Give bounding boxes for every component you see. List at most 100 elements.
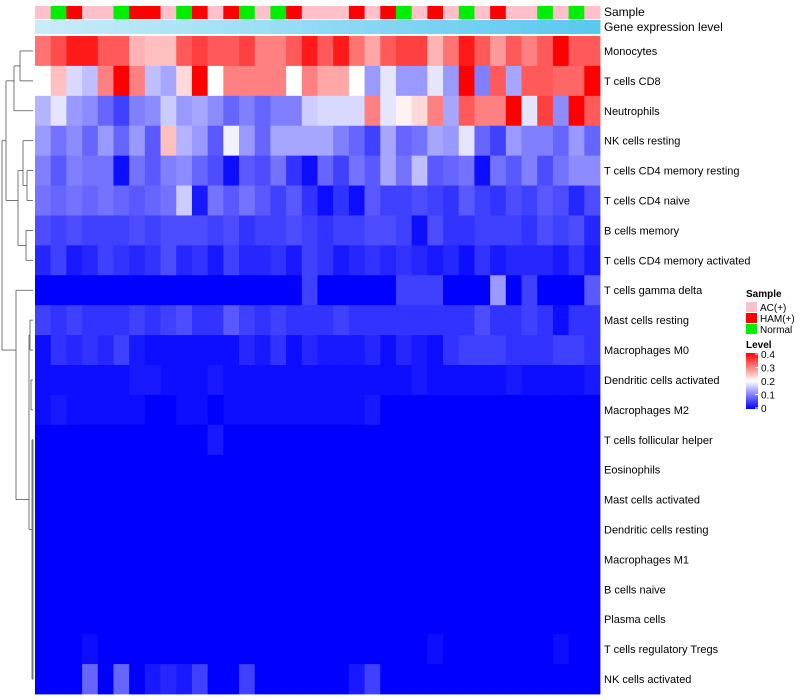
heatmap-cell <box>144 305 161 336</box>
heatmap-cell <box>239 155 256 186</box>
heatmap-cell <box>364 125 381 157</box>
heatmap-cell <box>270 544 287 575</box>
heatmap-cell <box>35 544 52 575</box>
sample-annotation-cell <box>129 6 146 19</box>
heatmap-cell <box>239 514 256 545</box>
heatmap-cell <box>474 305 491 336</box>
sample-legend-swatch <box>746 313 757 323</box>
heatmap-cell <box>270 365 287 396</box>
heatmap-cell <box>301 335 318 366</box>
heatmap-cell <box>82 424 99 456</box>
heatmap-cell <box>443 544 460 575</box>
heatmap-cell <box>490 634 507 665</box>
heatmap-cell <box>380 365 397 396</box>
heatmap-cell <box>395 634 413 665</box>
heatmap-cell <box>129 365 146 396</box>
heatmap-cell <box>395 65 413 97</box>
heatmap-cell <box>239 215 256 246</box>
sample-legend-label: HAM(+) <box>760 314 795 325</box>
heatmap-cell <box>286 574 303 605</box>
heatmap-cell <box>537 215 554 246</box>
heatmap-cell <box>66 215 83 246</box>
heatmap-cell <box>191 335 209 366</box>
heatmap-cell <box>348 604 365 635</box>
heatmap-cell <box>50 335 67 366</box>
heatmap-cell <box>380 514 397 545</box>
heatmap-cell <box>82 544 99 575</box>
heatmap-cell <box>568 335 585 366</box>
heatmap-cell <box>443 484 460 515</box>
heatmap-cell <box>348 185 365 216</box>
heatmap-cell <box>286 245 303 276</box>
sample-annotation-cell <box>191 6 209 19</box>
heatmap-cell <box>82 365 99 396</box>
heatmap-cell <box>286 36 303 67</box>
expression-annotation-cell <box>317 20 334 34</box>
heatmap-cell <box>239 95 256 127</box>
heatmap-cell <box>380 245 397 276</box>
expression-annotation-cell <box>129 20 146 34</box>
heatmap-cell <box>348 125 365 157</box>
heatmap-cell <box>301 155 318 186</box>
heatmap-cell <box>458 634 475 665</box>
heatmap-cell <box>490 574 507 605</box>
heatmap-cell <box>474 484 491 515</box>
expression-annotation-cell <box>239 20 256 34</box>
heatmap-cell <box>584 155 601 186</box>
heatmap-cell <box>160 514 177 545</box>
heatmap-cell <box>223 544 240 575</box>
heatmap-cell <box>521 574 538 605</box>
heatmap-cell <box>521 664 538 695</box>
heatmap-cell <box>348 275 365 306</box>
sample-legend-label: Normal <box>760 325 792 336</box>
heatmap-cell <box>443 514 460 545</box>
heatmap-cell <box>333 95 350 127</box>
sample-annotation-cell <box>35 6 52 19</box>
heatmap-cell <box>333 36 350 67</box>
expression-annotation-cell <box>474 20 491 34</box>
heatmap-cell <box>380 574 397 605</box>
heatmap-cell <box>458 245 475 276</box>
heatmap-cell <box>521 514 538 545</box>
heatmap-cell <box>35 245 52 276</box>
heatmap-cell <box>395 664 413 695</box>
heatmap-cell <box>35 275 52 306</box>
heatmap-cell <box>474 574 491 605</box>
heatmap-cell <box>176 335 193 366</box>
heatmap-cell <box>395 125 413 157</box>
heatmap-cell <box>584 484 601 515</box>
heatmap-cell <box>239 36 256 67</box>
heatmap-cell <box>458 275 475 306</box>
heatmap-cell <box>364 365 381 396</box>
heatmap-cell <box>286 454 303 486</box>
heatmap-cell <box>521 245 538 276</box>
heatmap-cell <box>97 36 114 67</box>
heatmap-cell <box>568 634 585 665</box>
heatmap-cell <box>223 65 240 97</box>
heatmap-cell <box>113 454 130 486</box>
heatmap-cell <box>129 424 146 456</box>
heatmap-cell <box>443 215 460 246</box>
heatmap-cell <box>66 424 83 456</box>
heatmap-cell <box>411 394 428 426</box>
heatmap-cell <box>144 125 161 157</box>
heatmap-cell <box>97 275 114 306</box>
heatmap-cell <box>348 335 365 366</box>
heatmap-cell <box>239 454 256 486</box>
heatmap-cell <box>97 604 114 635</box>
heatmap-cell <box>129 95 146 127</box>
heatmap-cell <box>317 454 334 486</box>
heatmap-cell <box>584 664 601 695</box>
sample-annotation-cell <box>333 6 350 19</box>
heatmap-cell <box>537 544 554 575</box>
heatmap-cell <box>35 185 52 216</box>
heatmap-cell <box>301 365 318 396</box>
heatmap-cell <box>129 514 146 545</box>
heatmap-cell <box>568 275 585 306</box>
heatmap-cell <box>113 394 130 426</box>
heatmap-cell <box>286 65 303 97</box>
heatmap-cell <box>82 36 99 67</box>
heatmap-cell <box>348 394 365 426</box>
expression-annotation-cell <box>223 20 240 34</box>
heatmap-cell <box>191 634 209 665</box>
